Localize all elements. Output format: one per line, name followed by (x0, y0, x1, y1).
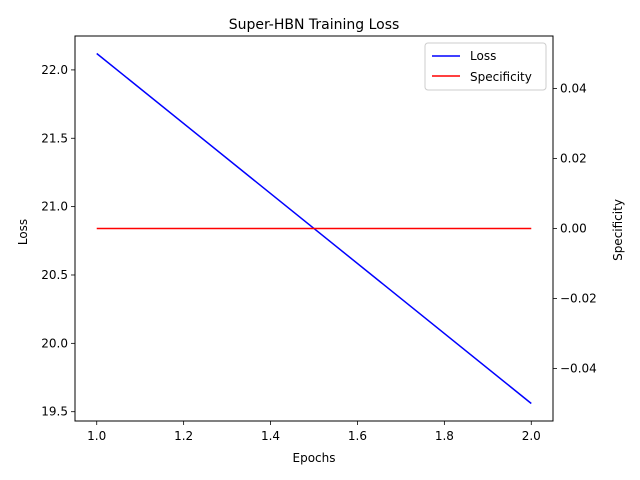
x-tick-label: 2.0 (522, 429, 541, 443)
y-right-tick-label: −0.04 (560, 362, 597, 376)
y-right-tick-label: −0.02 (560, 292, 597, 306)
x-tick-label: 1.6 (348, 429, 367, 443)
y-axis-left-ticks: 19.5 20.0 20.5 21.0 21.5 22.0 (41, 63, 75, 419)
x-tick-label: 1.4 (261, 429, 280, 443)
x-tick-label: 1.2 (174, 429, 193, 443)
y-left-tick-label: 20.5 (41, 268, 68, 282)
x-axis-label: Epochs (293, 451, 336, 465)
y-axis-left-label: Loss (16, 219, 30, 245)
legend-box (424, 42, 547, 91)
y-left-tick-label: 22.0 (41, 63, 68, 77)
y-left-tick-label: 20.0 (41, 336, 68, 350)
y-right-tick-label: 0.00 (560, 222, 587, 236)
legend-label-specificity: Specificity (470, 70, 532, 84)
legend-label-loss: Loss (470, 49, 496, 63)
y-axis-right-ticks: −0.04 −0.02 0.00 0.02 0.04 (553, 82, 597, 376)
y-right-tick-label: 0.04 (560, 82, 587, 96)
series-lines (96, 52, 532, 405)
x-tick-label: 1.0 (87, 429, 106, 443)
chart-title: Super-HBN Training Loss (229, 17, 400, 33)
y-left-tick-label: 21.0 (41, 200, 68, 214)
y-left-tick-label: 19.5 (41, 405, 68, 419)
y-right-tick-label: 0.02 (560, 152, 587, 166)
x-tick-label: 1.8 (435, 429, 454, 443)
legend: Loss Specificity (424, 42, 547, 91)
x-axis-ticks: 1.0 1.2 1.4 1.6 1.8 2.0 (87, 421, 541, 443)
y-axis-right-label: Specificity (611, 199, 625, 261)
y-left-tick-label: 21.5 (41, 131, 68, 145)
